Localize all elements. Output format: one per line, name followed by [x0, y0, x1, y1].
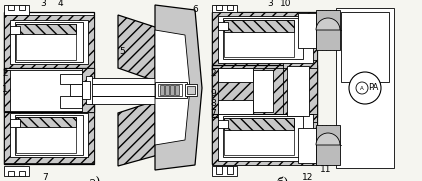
Bar [155, 82, 187, 98]
Text: а): а) [89, 177, 101, 181]
Bar [19, 171, 25, 176]
Bar [283, 60, 317, 122]
Bar [158, 84, 182, 96]
Text: б): б) [277, 177, 289, 181]
Bar [336, 8, 394, 168]
Bar [298, 128, 316, 163]
Bar [212, 68, 218, 114]
Wedge shape [316, 18, 340, 30]
Bar [90, 96, 155, 104]
Bar [15, 115, 83, 155]
Bar [16, 24, 76, 60]
Polygon shape [118, 100, 158, 166]
Bar [224, 118, 294, 130]
Bar [60, 96, 82, 108]
Bar [216, 5, 222, 10]
Bar [212, 5, 237, 15]
Bar [187, 86, 195, 94]
Text: PA: PA [368, 83, 379, 92]
Wedge shape [316, 133, 340, 145]
Bar [223, 116, 303, 157]
Bar [316, 10, 340, 50]
Bar [16, 24, 76, 34]
Bar [224, 118, 294, 155]
Bar [341, 12, 389, 82]
Bar [4, 166, 29, 176]
Text: 5: 5 [119, 47, 125, 56]
Bar [212, 166, 237, 176]
Bar [212, 65, 317, 117]
Bar [224, 20, 294, 57]
Bar [218, 16, 313, 63]
Bar [4, 108, 94, 163]
Text: 8: 8 [210, 98, 216, 108]
Bar [170, 85, 173, 95]
Bar [216, 166, 222, 174]
Polygon shape [155, 5, 202, 170]
Polygon shape [155, 30, 190, 145]
Bar [175, 85, 179, 95]
Bar [218, 22, 228, 30]
Bar [10, 113, 88, 157]
Bar [16, 117, 76, 153]
Text: 2: 2 [210, 70, 216, 79]
Bar [4, 12, 94, 164]
Bar [218, 100, 253, 114]
Bar [218, 114, 313, 161]
Bar [8, 171, 14, 176]
Bar [19, 5, 25, 10]
Bar [165, 85, 168, 95]
Bar [227, 5, 233, 10]
Bar [4, 5, 29, 15]
Text: 12: 12 [302, 174, 314, 181]
Bar [218, 68, 253, 82]
Bar [298, 13, 316, 48]
Text: 3: 3 [267, 0, 273, 9]
Text: 2: 2 [2, 68, 8, 77]
Bar [86, 76, 92, 104]
Bar [316, 125, 340, 165]
Text: 3: 3 [40, 0, 46, 9]
Bar [224, 20, 294, 32]
Bar [223, 18, 303, 59]
Bar [4, 68, 94, 112]
Circle shape [349, 72, 381, 104]
Bar [212, 110, 317, 165]
Bar [287, 66, 309, 116]
Bar [8, 5, 14, 10]
Text: 1: 1 [2, 85, 8, 94]
Bar [212, 12, 232, 164]
Text: A: A [360, 85, 364, 90]
Bar [82, 68, 94, 112]
Bar [82, 81, 90, 99]
Text: 10: 10 [280, 0, 292, 9]
Bar [4, 70, 10, 111]
Bar [60, 74, 82, 84]
Circle shape [356, 82, 368, 94]
Bar [10, 26, 20, 34]
Bar [10, 20, 88, 64]
Bar [4, 15, 94, 70]
Bar [218, 120, 228, 128]
Text: 11: 11 [320, 165, 332, 174]
Text: 4: 4 [57, 0, 63, 9]
Bar [253, 70, 273, 112]
Bar [90, 84, 155, 96]
Bar [185, 84, 197, 96]
Bar [70, 84, 82, 96]
Bar [212, 12, 317, 67]
Text: 9: 9 [210, 89, 216, 98]
Bar [15, 22, 83, 62]
Text: 7: 7 [42, 174, 48, 181]
Bar [4, 12, 24, 164]
Bar [90, 78, 155, 86]
Bar [160, 85, 163, 95]
Bar [212, 12, 317, 164]
Text: 6: 6 [192, 5, 198, 14]
Bar [16, 117, 76, 127]
Bar [10, 119, 20, 127]
Bar [227, 166, 233, 174]
Text: 7: 7 [210, 108, 216, 117]
Polygon shape [118, 15, 158, 82]
